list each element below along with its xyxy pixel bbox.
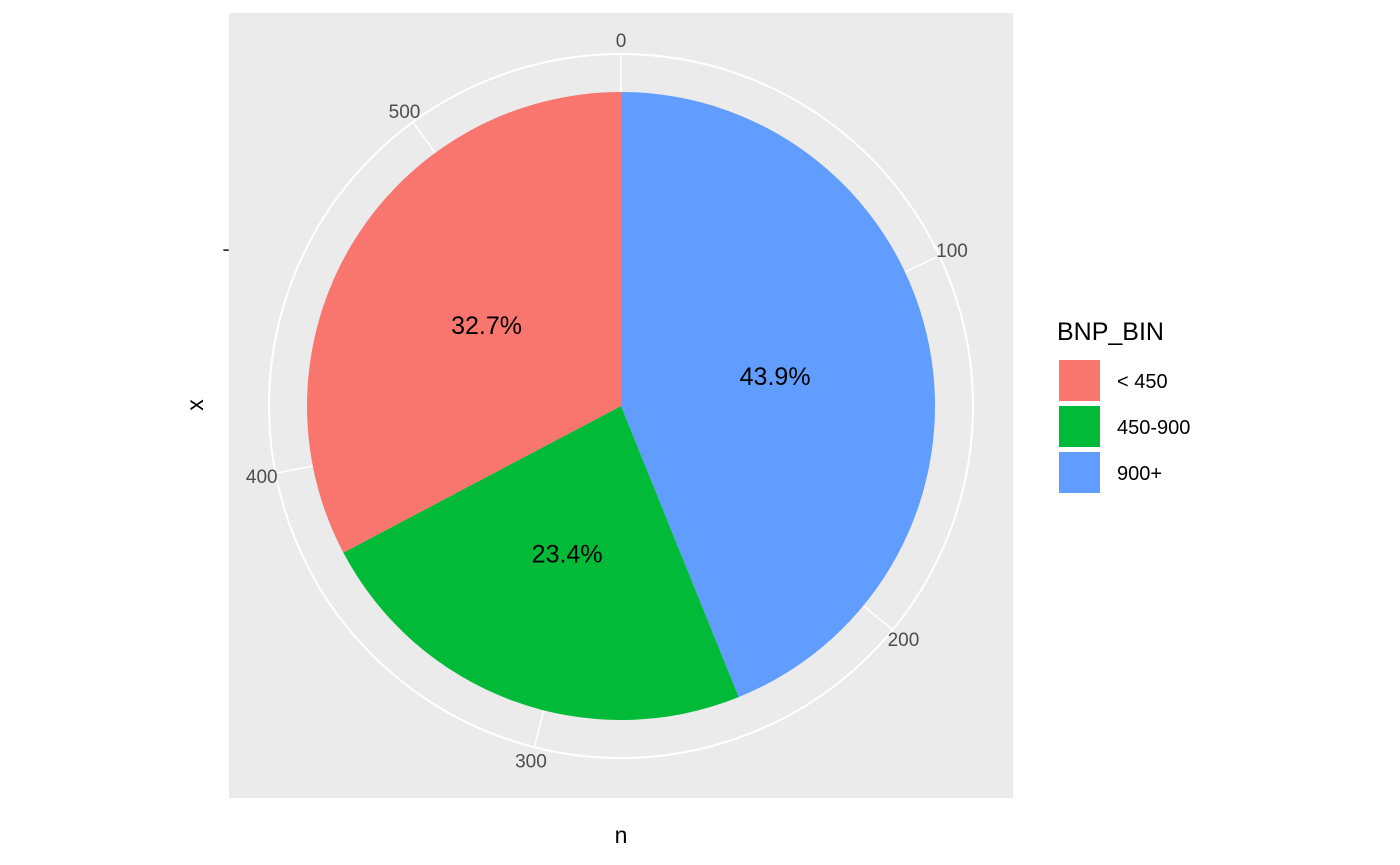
legend: BNP_BIN < 450 450-900 900+ <box>1057 318 1190 495</box>
legend-label: < 450 <box>1117 371 1168 393</box>
pie-slices <box>306 92 935 720</box>
y-axis-title: x <box>182 399 208 411</box>
legend-key <box>1057 358 1102 403</box>
x-axis-title: n <box>615 822 628 848</box>
angle-tick-label: 500 <box>389 102 421 123</box>
slice-percent-label: 23.4% <box>532 540 603 568</box>
legend-title: BNP_BIN <box>1057 318 1164 346</box>
slice-labels: 43.9% 23.4% 32.7% <box>451 312 810 569</box>
legend-key <box>1057 404 1102 449</box>
pie-slice <box>621 92 935 698</box>
legend-label: 450-900 <box>1117 417 1190 439</box>
pie-slice <box>306 92 621 553</box>
angle-axis-ticks: 0 100 200 300 400 500 <box>246 31 968 773</box>
legend-label: 900+ <box>1117 463 1162 485</box>
angle-tick-label: 200 <box>888 630 920 651</box>
slice-percent-label: 32.7% <box>451 312 522 340</box>
angle-tick-label: 0 <box>616 31 627 52</box>
angle-tick-label: 100 <box>936 241 968 262</box>
y-axis-tick-label: - <box>222 236 229 261</box>
angle-tick-label: 400 <box>246 467 278 488</box>
pie-slice <box>343 406 739 720</box>
legend-key <box>1057 450 1102 495</box>
angle-tick-label: 300 <box>515 752 547 773</box>
slice-percent-label: 43.9% <box>740 363 811 391</box>
